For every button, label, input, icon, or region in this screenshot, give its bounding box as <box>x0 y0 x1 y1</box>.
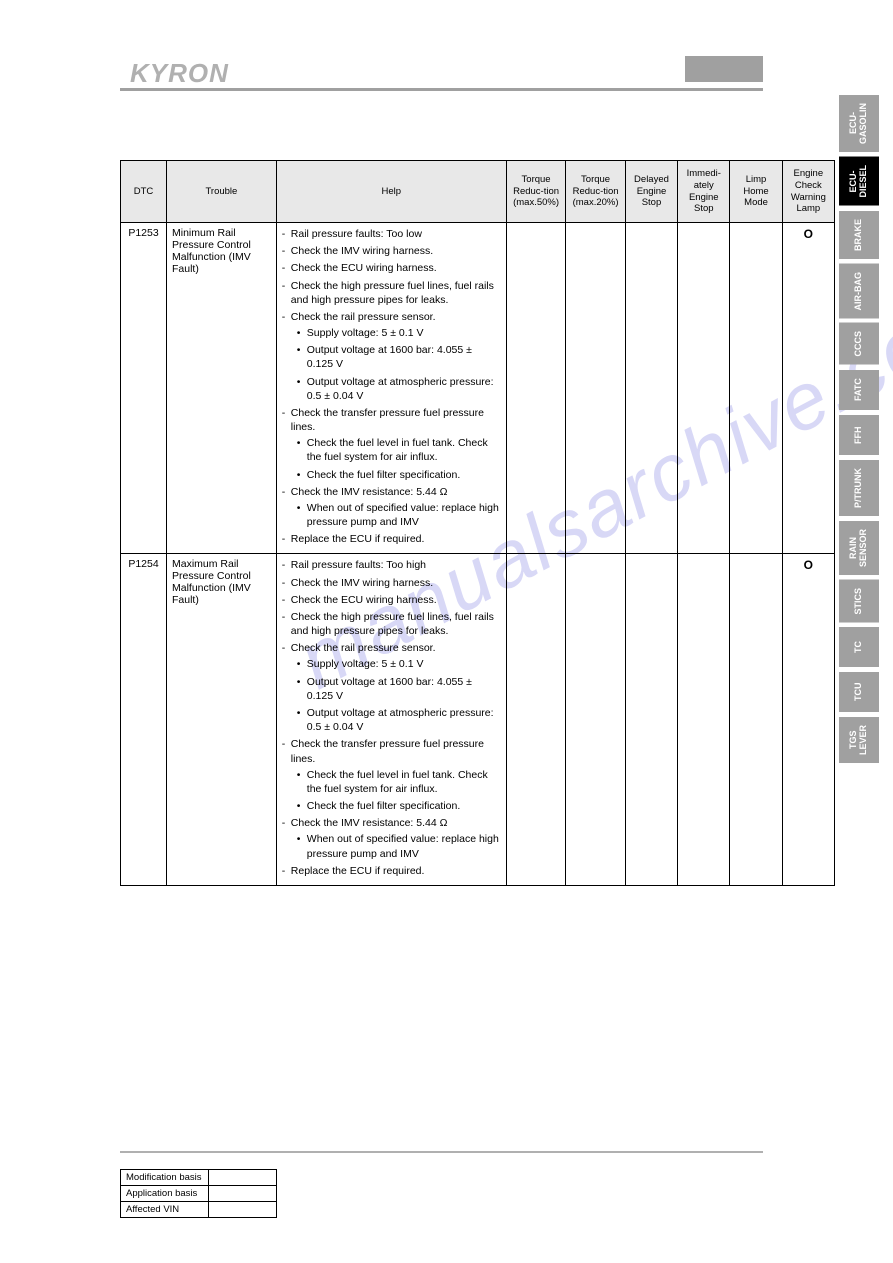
status-mark <box>730 554 782 885</box>
help-subitem: Check the fuel level in fuel tank. Check… <box>297 768 501 796</box>
help-subitem: Output voltage at atmospheric pressure: … <box>297 375 501 403</box>
help-item: Check the ECU wiring harness. <box>282 593 501 607</box>
help-item: Check the high pressure fuel lines, fuel… <box>282 610 501 638</box>
help-text: Rail pressure faults: Too low Check the I… <box>276 223 506 554</box>
dtc-code: P1253 <box>121 223 167 554</box>
side-tab-rain-sensor[interactable]: RAIN SENSOR <box>839 521 879 575</box>
footer-label: Affected VIN <box>121 1202 209 1218</box>
side-tab-cccs[interactable]: CCCS <box>839 323 879 365</box>
footer-label: Application basis <box>121 1186 209 1202</box>
help-subitem: When out of specified value: replace hig… <box>297 832 501 860</box>
footer-value <box>209 1202 277 1218</box>
side-tab-ecu-diesel[interactable]: ECU- DIESEL <box>839 157 879 206</box>
help-text: Rail pressure faults: Too high Check the … <box>276 554 506 885</box>
col-header: Trouble <box>167 161 277 223</box>
footer-row: Application basis <box>121 1186 277 1202</box>
help-item: Check the IMV resistance: 5.44 ΩWhen out… <box>282 485 501 530</box>
status-mark: O <box>782 554 834 885</box>
side-tab-fatc[interactable]: FATC <box>839 370 879 410</box>
table-row: P1254Maximum Rail Pressure Control Malfu… <box>121 554 835 885</box>
status-mark <box>506 554 566 885</box>
help-item: Check the IMV resistance: 5.44 ΩWhen out… <box>282 816 501 861</box>
footer-value <box>209 1170 277 1186</box>
help-subitem: Check the fuel filter specification. <box>297 799 501 813</box>
status-mark <box>566 223 626 554</box>
help-item: Check the IMV wiring harness. <box>282 576 501 590</box>
brand-logo: KYRON <box>130 58 229 89</box>
side-tab-tcu[interactable]: TCU <box>839 672 879 712</box>
side-tab-tc[interactable]: TC <box>839 627 879 667</box>
dtc-code: P1254 <box>121 554 167 885</box>
side-tab-p-trunk[interactable]: P/TRUNK <box>839 460 879 516</box>
help-subitem: Supply voltage: 5 ± 0.1 V <box>297 326 501 340</box>
status-mark <box>730 223 782 554</box>
trouble-text: Minimum Rail Pressure Control Malfunctio… <box>167 223 277 554</box>
table-row: P1253Minimum Rail Pressure Control Malfu… <box>121 223 835 554</box>
footer-rule <box>120 1151 763 1153</box>
status-mark <box>625 554 677 885</box>
help-item: Rail pressure faults: Too low <box>282 227 501 241</box>
help-subitem: Output voltage at atmospheric pressure: … <box>297 706 501 734</box>
side-tab-strip: ECU- GASOLIN ECU- DIESEL BRAKE AIR-BAGCCCS F… <box>839 95 879 763</box>
status-mark: O <box>782 223 834 554</box>
col-header: Limp Home Mode <box>730 161 782 223</box>
col-header: Help <box>276 161 506 223</box>
help-subitem: Supply voltage: 5 ± 0.1 V <box>297 657 501 671</box>
col-header: Delayed Engine Stop <box>625 161 677 223</box>
side-tab-air-bag[interactable]: AIR-BAG <box>839 264 879 319</box>
col-header: Engine Check Warning Lamp <box>782 161 834 223</box>
header-rule <box>120 88 763 91</box>
col-header: DTC <box>121 161 167 223</box>
help-subitem: Output voltage at 1600 bar: 4.055 ± 0.12… <box>297 343 501 371</box>
help-item: Rail pressure faults: Too high <box>282 558 501 572</box>
help-subitem: Check the fuel level in fuel tank. Check… <box>297 436 501 464</box>
help-item: Check the rail pressure sensor.Supply vo… <box>282 641 501 734</box>
help-item: Check the IMV wiring harness. <box>282 244 501 258</box>
side-tab-ecu-gasolin[interactable]: ECU- GASOLIN <box>839 95 879 152</box>
trouble-text: Maximum Rail Pressure Control Malfunctio… <box>167 554 277 885</box>
help-subitem: Output voltage at 1600 bar: 4.055 ± 0.12… <box>297 675 501 703</box>
side-tab-brake[interactable]: BRAKE <box>839 211 879 259</box>
help-item: Replace the ECU if required. <box>282 864 501 878</box>
help-item: Check the rail pressure sensor.Supply vo… <box>282 310 501 403</box>
side-tab-stics[interactable]: STICS <box>839 580 879 623</box>
help-subitem: Check the fuel filter specification. <box>297 468 501 482</box>
status-mark <box>678 554 730 885</box>
status-mark <box>678 223 730 554</box>
footer-row: Affected VIN <box>121 1202 277 1218</box>
col-header: Torque Reduc-tion (max.50%) <box>506 161 566 223</box>
status-mark <box>506 223 566 554</box>
status-mark <box>625 223 677 554</box>
footer-meta-table: Modification basisApplication basisAffec… <box>120 1169 277 1218</box>
help-item: Check the transfer pressure fuel pressur… <box>282 737 501 813</box>
side-tab-tgs-lever[interactable]: TGS LEVER <box>839 717 879 763</box>
col-header: Torque Reduc-tion (max.20%) <box>566 161 626 223</box>
col-header: Immedi-ately Engine Stop <box>678 161 730 223</box>
footer-value <box>209 1186 277 1202</box>
help-item: Replace the ECU if required. <box>282 532 501 546</box>
side-tab-ffh[interactable]: FFH <box>839 415 879 455</box>
header-blank-box <box>685 56 763 82</box>
status-mark <box>566 554 626 885</box>
help-item: Check the ECU wiring harness. <box>282 261 501 275</box>
footer-label: Modification basis <box>121 1170 209 1186</box>
dtc-table: DTCTroubleHelpTorque Reduc-tion (max.50%… <box>120 160 835 886</box>
help-subitem: When out of specified value: replace hig… <box>297 501 501 529</box>
help-item: Check the transfer pressure fuel pressur… <box>282 406 501 482</box>
footer-row: Modification basis <box>121 1170 277 1186</box>
help-item: Check the high pressure fuel lines, fuel… <box>282 279 501 307</box>
